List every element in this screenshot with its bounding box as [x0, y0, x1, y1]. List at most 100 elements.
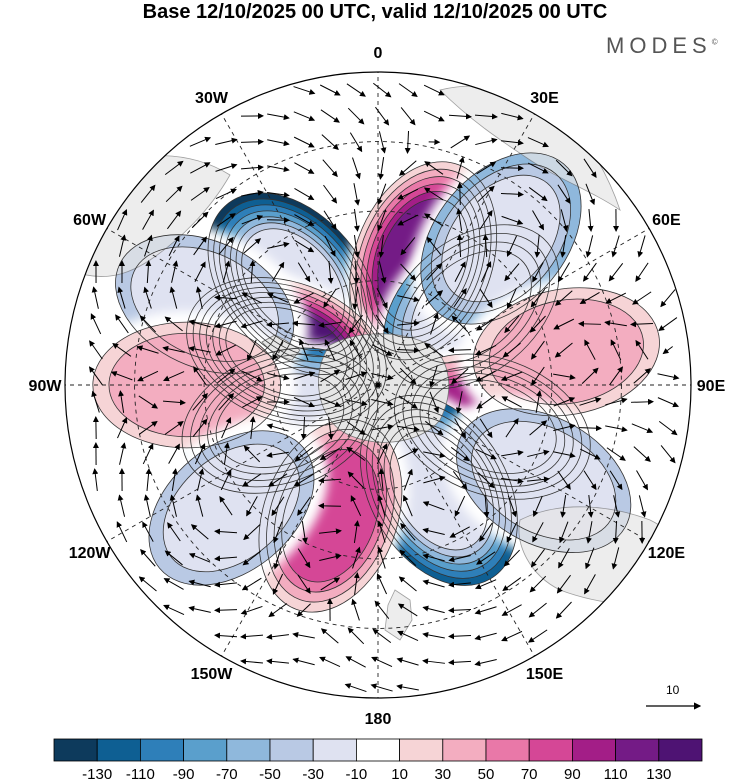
wind-arrow: [347, 627, 365, 645]
wind-arrow: [501, 215, 524, 225]
longitude-label: 120E: [647, 544, 686, 562]
wind-arrow: [500, 371, 523, 381]
wind-arrow: [324, 339, 336, 361]
wind-arrow: [579, 448, 601, 460]
longitude-label: 0: [373, 45, 383, 62]
wind-arrow: [454, 261, 466, 283]
wind-arrow: [430, 312, 439, 335]
wind-arrow: [396, 347, 420, 354]
wind-arrow: [375, 314, 389, 335]
wind-arrow: [475, 137, 498, 146]
wind-arrow: [378, 157, 385, 180]
wind-arrow: [638, 495, 647, 518]
wind-arrow: [632, 291, 652, 305]
wind-arrow: [194, 261, 206, 282]
wind-arrow: [215, 137, 238, 145]
wind-arrow: [323, 184, 338, 204]
contour-line: [108, 332, 265, 438]
wind-arrow: [240, 164, 264, 171]
wind-arrow: [605, 292, 627, 304]
wind-arrow: [507, 495, 517, 518]
wind-arrow: [474, 632, 497, 641]
wind-arrow: [423, 475, 446, 484]
longitude-label: 60E: [652, 211, 681, 229]
wind-arrow: [660, 289, 676, 308]
wind-arrow: [188, 552, 211, 563]
wind-arrow: [162, 399, 186, 406]
wind-arrow: [267, 165, 290, 173]
longitude-label: 90E: [696, 378, 726, 395]
wind-arrow: [240, 658, 263, 665]
wind-arrow: [398, 576, 417, 592]
wind-arrow: [396, 683, 419, 691]
wind-arrow: [422, 553, 445, 562]
wind-arrow: [579, 292, 600, 305]
colorbar-swatch: [183, 738, 228, 762]
wind-arrow: [345, 399, 368, 407]
wind-arrow: [169, 286, 178, 309]
wind-arrow: [558, 548, 570, 569]
wind-arrow: [585, 521, 593, 544]
wind-arrow: [268, 473, 288, 487]
wind-arrow: [353, 260, 360, 284]
wind-arrow: [166, 210, 182, 230]
wind-arrow: [422, 631, 445, 639]
wind-arrow: [404, 130, 411, 154]
wind-arrow: [241, 577, 262, 591]
wind-arrow: [400, 107, 416, 126]
wind-arrow: [475, 345, 497, 356]
wind-arrow: [221, 417, 232, 439]
new-zealand: [384, 589, 413, 641]
wind-arrow: [456, 156, 465, 179]
contour-line: [371, 409, 506, 572]
wind-arrow: [371, 399, 394, 407]
wind-arrow: [456, 234, 463, 258]
colorbar-swatch: [269, 738, 314, 762]
wind-arrow: [400, 263, 417, 281]
wind-arrow: [633, 446, 651, 463]
colorbar: [53, 738, 703, 762]
colorbar-swatch: [312, 738, 357, 762]
wind-arrow: [346, 446, 366, 461]
wind-arrow: [294, 239, 315, 253]
wind-arrow: [320, 369, 341, 383]
wind-arrow: [422, 501, 445, 511]
wind-arrow: [327, 261, 334, 284]
wind-arrow: [377, 494, 386, 517]
wind-arrow: [529, 420, 548, 436]
wind-arrow: [214, 581, 237, 588]
wind-arrow: [345, 371, 368, 380]
longitude-label: 30W: [195, 89, 228, 107]
wind-arrow: [371, 423, 394, 431]
wind-arrow: [528, 629, 548, 643]
wind-arrow: [293, 111, 316, 122]
colorbar-tick-label: 130: [646, 766, 672, 783]
antarctic-peninsula: [261, 334, 301, 361]
wind-arrow: [527, 476, 550, 483]
wind-arrow: [117, 494, 126, 517]
wind-arrow: [266, 217, 290, 224]
wind-arrow: [193, 366, 207, 386]
wind-arrow: [452, 470, 468, 490]
wind-arrow: [426, 236, 442, 255]
wind-arrow: [323, 210, 337, 231]
wind-arrow: [193, 236, 207, 256]
wind-arrow: [474, 579, 497, 590]
wind-arrow: [136, 345, 159, 354]
wind-arrow: [528, 602, 547, 618]
wind-arrow: [320, 628, 339, 644]
wind-arrow: [218, 393, 235, 411]
wind-arrow: [240, 605, 263, 615]
wind-arrow: [349, 132, 363, 153]
colorbar-swatch: [96, 738, 141, 762]
wind-arrow: [474, 113, 498, 120]
contour-line: [366, 183, 481, 339]
wind-arrow: [88, 366, 103, 386]
wind-arrow: [266, 321, 290, 328]
wind-arrow: [477, 185, 495, 202]
wind-arrow: [448, 113, 472, 120]
wind-arrow: [164, 160, 184, 176]
wind-arrow: [636, 470, 648, 491]
wind-arrow: [501, 604, 522, 616]
wind-arrow: [604, 320, 627, 327]
